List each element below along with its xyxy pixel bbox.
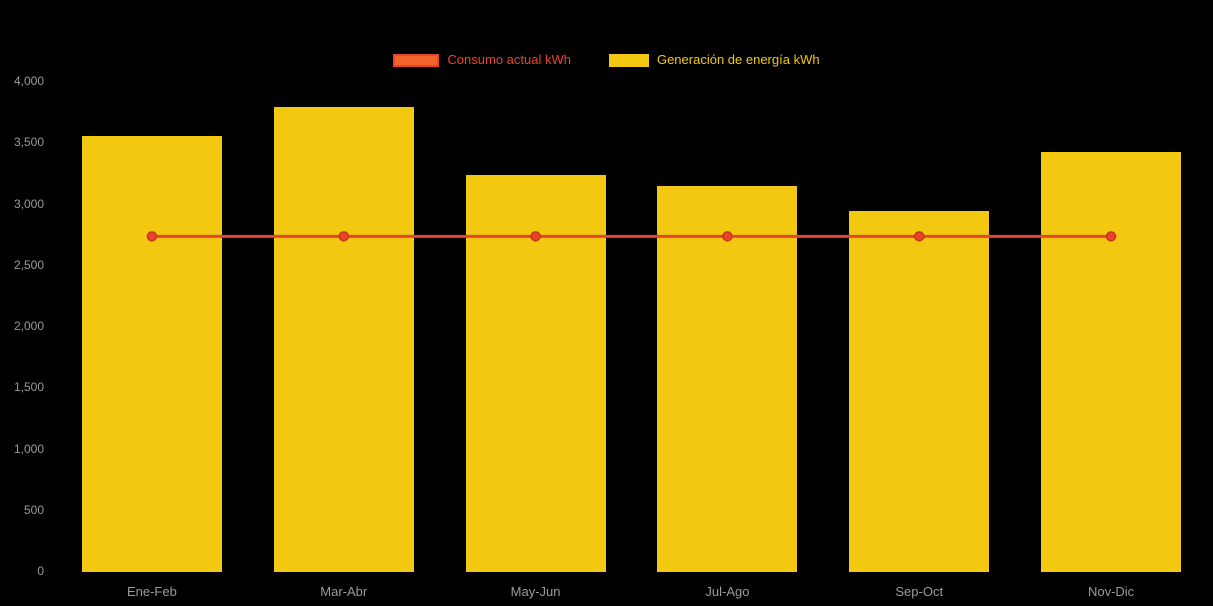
bar-Sep-Oct[interactable] [849, 210, 990, 572]
y-axis-tick-label: 1,500 [13, 380, 44, 395]
legend-label-consumo-actual: Consumo actual kWh [447, 52, 571, 67]
line-point-Sep-Oct[interactable] [914, 231, 925, 242]
y-axis-tick-label: 2,500 [13, 257, 44, 272]
legend-label-generacion-energia: Generación de energía kWh [656, 52, 820, 67]
x-axis-label-Jul-Ago: Jul-Ago [705, 584, 750, 599]
y-axis-tick-label: 1,000 [13, 441, 44, 456]
bar-Nov-Dic[interactable] [1041, 151, 1182, 572]
x-axis-label-Sep-Oct: Sep-Oct [895, 584, 944, 599]
y-axis-tick-label: 3,000 [13, 196, 44, 211]
y-axis-tick-label: 3,500 [13, 135, 44, 150]
y-axis-tick-label: 500 [23, 502, 44, 517]
y-axis-tick-label: 0 [37, 564, 44, 578]
legend-swatch-generacion-energia [608, 53, 649, 67]
x-axis-label-Ene-Feb: Ene-Feb [126, 584, 177, 599]
legend-item-consumo-actual[interactable]: Consumo actual kWh [393, 50, 571, 70]
y-axis-tick-label: 2,000 [13, 319, 44, 333]
bar-Ene-Feb[interactable] [81, 135, 222, 572]
line-point-Nov-Dic[interactable] [1105, 231, 1117, 242]
legend-swatch-consumo-actual [393, 53, 440, 67]
x-axis-label-May-Jun: May-Jun [510, 584, 561, 599]
x-axis-label-Nov-Dic: Nov-Dic [1087, 584, 1135, 599]
y-axis-tick-label: 4,000 [13, 74, 44, 88]
line-point-Mar-Abr[interactable] [338, 231, 349, 242]
x-axis-label-Mar-Abr: Mar-Abr [320, 584, 368, 599]
line-point-Jul-Ago[interactable] [722, 231, 733, 242]
line-point-May-Jun[interactable] [530, 231, 541, 242]
bar-Jul-Ago[interactable] [657, 186, 798, 572]
line-point-Ene-Feb[interactable] [146, 231, 158, 242]
bar-Mar-Abr[interactable] [273, 106, 414, 572]
chart-legend: Consumo actual kWh Generación de energía… [0, 50, 1213, 70]
legend-item-generacion-energia[interactable]: Generación de energía kWh [608, 50, 820, 70]
